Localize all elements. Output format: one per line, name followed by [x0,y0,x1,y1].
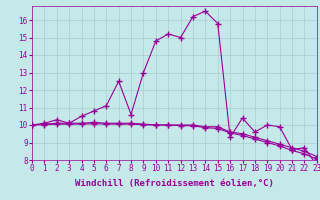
X-axis label: Windchill (Refroidissement éolien,°C): Windchill (Refroidissement éolien,°C) [75,179,274,188]
